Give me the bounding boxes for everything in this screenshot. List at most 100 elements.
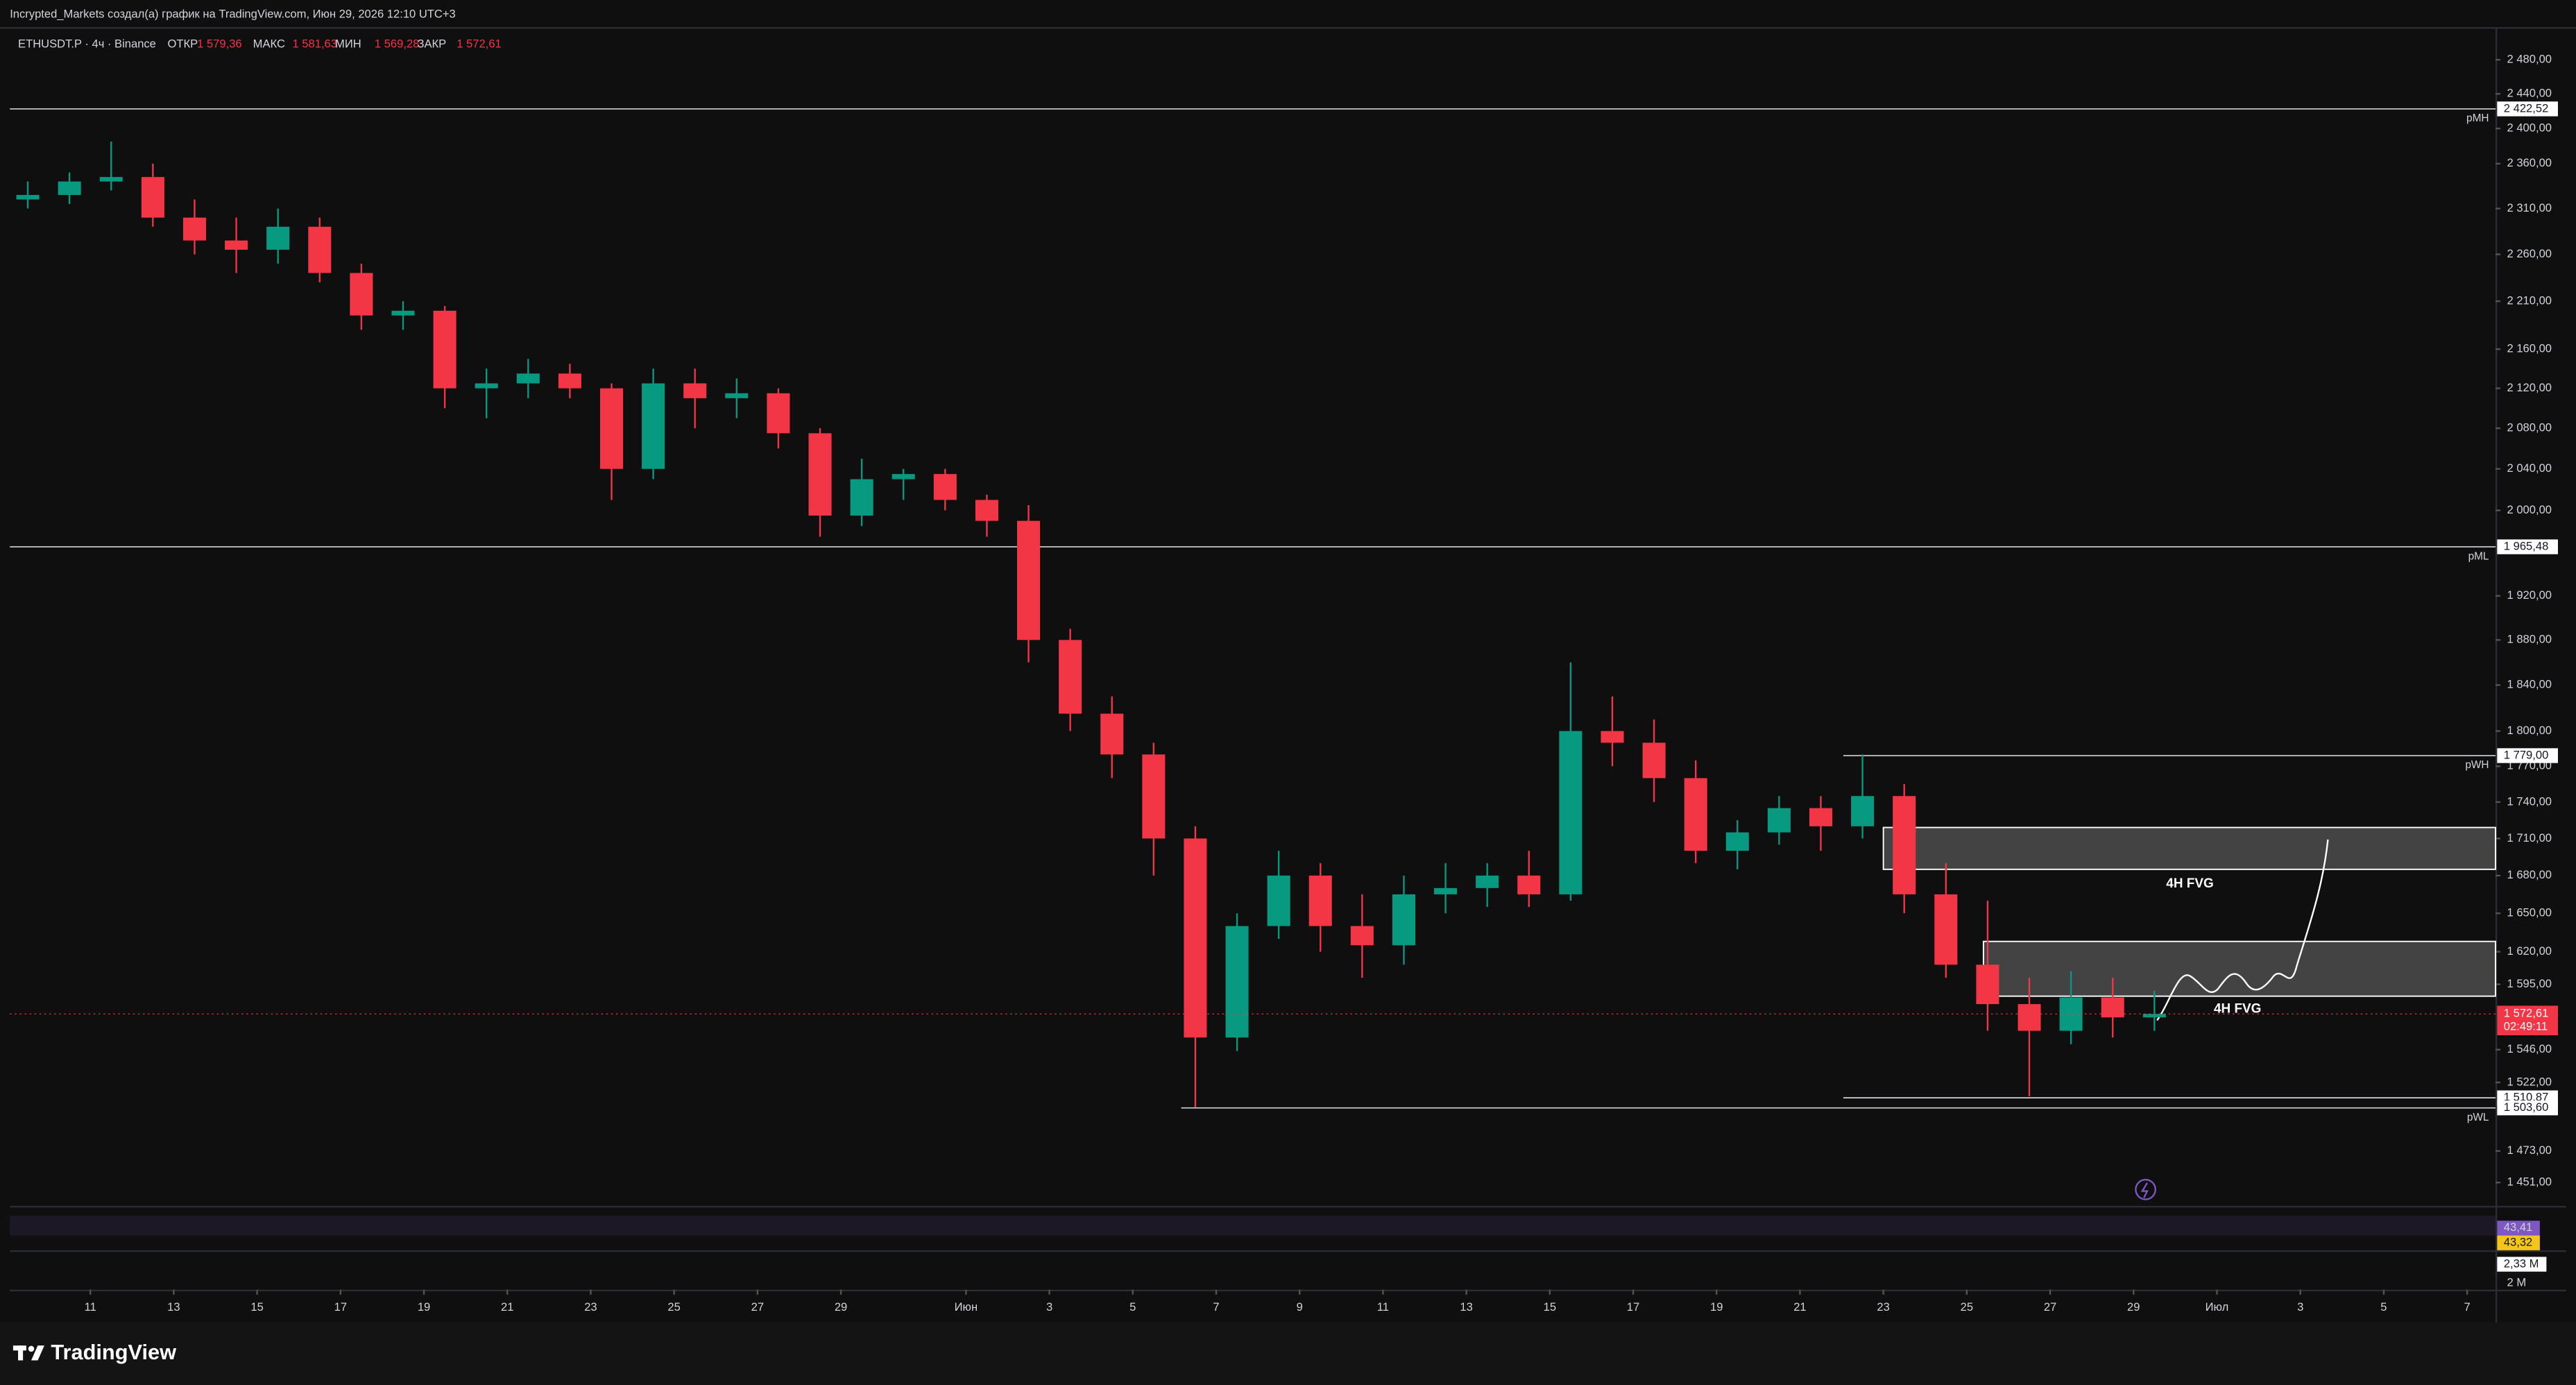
level-name: pMH: [2466, 112, 2489, 124]
x-tick-label: 7: [1213, 1300, 1219, 1314]
candle-body: [1976, 965, 1999, 1005]
last-price-tag: [2497, 1005, 2558, 1036]
fvg-label: 4H FVG: [2166, 876, 2213, 891]
last-price-countdown: 02:49:11: [2504, 1020, 2548, 1033]
y-tick-label: 1 920,00: [2507, 588, 2552, 602]
y-tick-label: 2 480,00: [2507, 53, 2552, 66]
level-name: pWH: [2465, 759, 2489, 771]
x-tick-label: 27: [2044, 1300, 2056, 1314]
legend-symbol: ETHUSDT.P · 4ч · Binance: [18, 37, 156, 50]
y-tick-label: 2 120,00: [2507, 381, 2552, 394]
candle-body: [1684, 778, 1707, 851]
x-tick-label: 29: [2127, 1300, 2140, 1314]
legend-field-name: МАКС: [253, 37, 285, 50]
candle-body: [725, 393, 749, 398]
brand-logo: [12, 1345, 44, 1361]
y-tick-label: 1 451,00: [2507, 1175, 2552, 1189]
x-tick-label: 21: [501, 1300, 513, 1314]
level-price-tag: [2497, 539, 2558, 554]
y-tick-label: 1 710,00: [2507, 831, 2552, 844]
x-tick-label: 29: [835, 1300, 847, 1314]
candle-body: [266, 226, 290, 250]
candle-body: [1142, 754, 1166, 839]
level-price-tag: [2497, 748, 2558, 763]
y-tick-label: 1 522,00: [2507, 1075, 2552, 1088]
candle-body: [182, 217, 206, 241]
legend-field-name: МИН: [335, 37, 361, 50]
x-tick-label: 25: [1961, 1300, 1973, 1314]
level-price-label: 1 503,60: [2504, 1101, 2548, 1114]
y-tick-label: 1 800,00: [2507, 724, 2552, 737]
y-tick-label: 1 595,00: [2507, 977, 2552, 990]
candle-body: [767, 393, 790, 434]
y-tick-label: 2 160,00: [2507, 342, 2552, 355]
y-tick-label: 2 000,00: [2507, 503, 2552, 516]
y-tick-label: 1 880,00: [2507, 633, 2552, 646]
candle-body: [1476, 875, 1499, 888]
candle-body: [1434, 887, 1458, 894]
candle-body: [433, 310, 457, 389]
candle-body: [1559, 731, 1583, 894]
rsi-ma-label: 43,32: [2504, 1236, 2532, 1249]
candle-body: [642, 383, 665, 469]
candle-body: [1100, 713, 1124, 755]
logo-part: [28, 1345, 35, 1352]
alert-icon[interactable]: [2135, 1178, 2156, 1200]
logo-part: [31, 1345, 44, 1361]
x-tick-label: 23: [584, 1300, 597, 1314]
level-name: pWL: [2467, 1112, 2489, 1123]
candle-body: [141, 177, 164, 218]
level-price-label: 1 510,87: [2504, 1091, 2548, 1104]
y-tick-label: 2 040,00: [2507, 461, 2552, 475]
level-price-tag: [2497, 101, 2558, 117]
candle-body: [475, 383, 498, 389]
candle-body: [1059, 640, 1082, 714]
rsi-ma-tag: [2497, 1235, 2540, 1250]
rsi-label: 43,41: [2504, 1221, 2532, 1234]
legend-field-name: ЗАКР: [417, 37, 446, 50]
legend-field-value: 1 569,28: [375, 37, 419, 50]
candle-body: [1934, 894, 1958, 965]
candle-body: [1809, 808, 1833, 826]
x-tick-label: 23: [1877, 1300, 1889, 1314]
rsi-band: [10, 1216, 2496, 1236]
x-tick-label: Июн: [955, 1300, 978, 1314]
candle-body: [2142, 1014, 2166, 1018]
y-tick-label: 2 440,00: [2507, 87, 2552, 100]
y-tick-label: 2 260,00: [2507, 247, 2552, 260]
x-tick-label: 11: [1377, 1300, 1389, 1314]
x-tick-label: Июл: [2206, 1300, 2229, 1314]
candle-body: [1184, 838, 1207, 1038]
candle-body: [99, 177, 123, 182]
candle-body: [2101, 997, 2124, 1018]
x-tick-label: 19: [418, 1300, 430, 1314]
y-tick-label: 2 310,00: [2507, 201, 2552, 214]
candle-body: [16, 194, 40, 200]
x-tick-label: 15: [1544, 1300, 1556, 1314]
level-price-label: 1 965,48: [2504, 539, 2548, 552]
projection-path: [2156, 839, 2329, 1021]
candle-body: [1392, 894, 1415, 946]
candle-body: [850, 479, 873, 516]
x-tick-label: 5: [2380, 1300, 2387, 1314]
candle-body: [1893, 796, 1916, 894]
y-tick-label: 1 840,00: [2507, 678, 2552, 691]
x-tick-label: 11: [85, 1300, 96, 1314]
level-price-label: 1 779,00: [2504, 748, 2548, 761]
legend-field-name: ОТКР: [168, 37, 198, 50]
legend-field-value: 1 572,61: [457, 37, 501, 50]
candle-body: [1851, 796, 1875, 826]
y-tick-label: 1 620,00: [2507, 944, 2552, 958]
candle-body: [1517, 875, 1541, 894]
candle-body: [1642, 742, 1666, 779]
candle-body: [808, 433, 832, 516]
logo-part: [18, 1345, 24, 1361]
x-tick-label: 17: [1627, 1300, 1639, 1314]
header-caption: Incrypted_Markets создал(а) график на Tr…: [10, 8, 456, 21]
candle-body: [516, 373, 540, 384]
x-tick-label: 13: [167, 1300, 180, 1314]
